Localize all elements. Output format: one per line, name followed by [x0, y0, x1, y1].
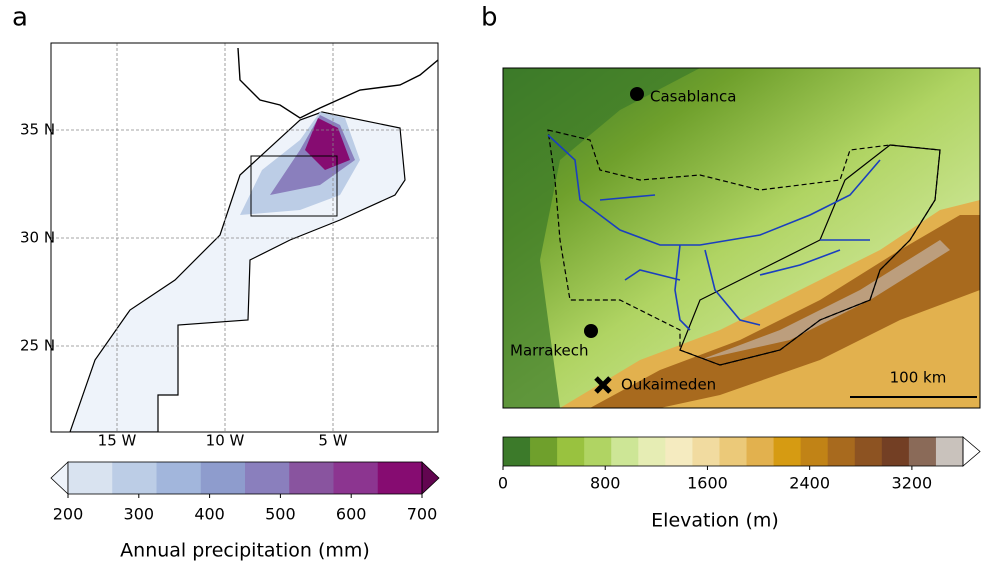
colorbar-segment	[68, 462, 113, 494]
colorbar-segment	[827, 437, 856, 466]
colorbar-tick-label: 3200	[892, 474, 933, 493]
colorbar-segment	[881, 437, 910, 466]
colorbar-segment	[773, 437, 802, 466]
colorbar-segment	[289, 462, 334, 494]
lat-label: 25 N	[20, 337, 55, 355]
lon-label: 15 W	[98, 432, 137, 450]
colorbar-segment	[665, 437, 693, 466]
lon-label: 5 W	[318, 432, 347, 450]
lat-label: 35 N	[20, 121, 55, 139]
colorbar-tick-label: 400	[194, 505, 225, 524]
colorbar-tick-label: 2400	[789, 474, 830, 493]
panel-label: a	[12, 3, 28, 33]
colorbar-segment	[584, 437, 612, 466]
colorbar-tick-label: 700	[407, 505, 438, 524]
place-label: Marrakech	[510, 342, 589, 360]
lon-label: 10 W	[206, 432, 245, 450]
city-marker	[630, 87, 644, 101]
map-b	[503, 68, 980, 408]
colorbar-segment	[156, 462, 202, 494]
panel-label: b	[481, 3, 498, 33]
colorbar-frame	[67, 461, 423, 495]
colorbar-tick-label: 600	[336, 505, 367, 524]
colorbar-tick-label: 1600	[687, 474, 728, 493]
lat-label: 30 N	[20, 229, 55, 247]
map-frame	[50, 42, 439, 433]
colorbar-segment	[935, 437, 964, 466]
colorbar-segment	[333, 462, 379, 494]
colorbar-segment	[692, 437, 720, 466]
colorbar-segment	[611, 437, 639, 466]
place-label: Casablanca	[650, 88, 737, 106]
colorbar-segment	[638, 437, 666, 466]
colorbar-label: Elevation (m)	[651, 510, 779, 532]
map-frame	[502, 67, 981, 409]
colorbar-tick-label: 300	[124, 505, 155, 524]
colorbar-segment	[557, 437, 585, 466]
colorbar-tick-label: 0	[498, 474, 508, 493]
colorbar-tick-label: 500	[265, 505, 296, 524]
colorbar-extend	[962, 436, 981, 467]
place-label: Oukaimeden	[621, 376, 716, 394]
colorbar-segment	[854, 437, 883, 466]
colorbar-segment	[530, 437, 558, 466]
colorbar-segment	[112, 462, 157, 494]
colorbar-tick-label: 800	[590, 474, 621, 493]
city-marker	[584, 324, 598, 338]
colorbar-segment	[245, 462, 290, 494]
site-marker	[594, 376, 612, 394]
scale-bar-label: 100 km	[890, 369, 947, 387]
colorbar-segment	[800, 437, 829, 466]
colorbar-extend	[50, 461, 69, 495]
colorbar-segment	[746, 437, 775, 466]
colorbar-segment	[377, 462, 423, 494]
colorbar-segment	[908, 437, 937, 466]
colorbar-label: Annual precipitation (mm)	[120, 540, 370, 562]
colorbar-extend	[421, 461, 440, 495]
map-a	[51, 43, 438, 432]
colorbar-segment	[719, 437, 748, 466]
colorbar-tick-label: 200	[53, 505, 84, 524]
colorbar-segment	[200, 462, 246, 494]
colorbar-frame	[502, 436, 964, 467]
colorbar-segment	[503, 437, 531, 466]
